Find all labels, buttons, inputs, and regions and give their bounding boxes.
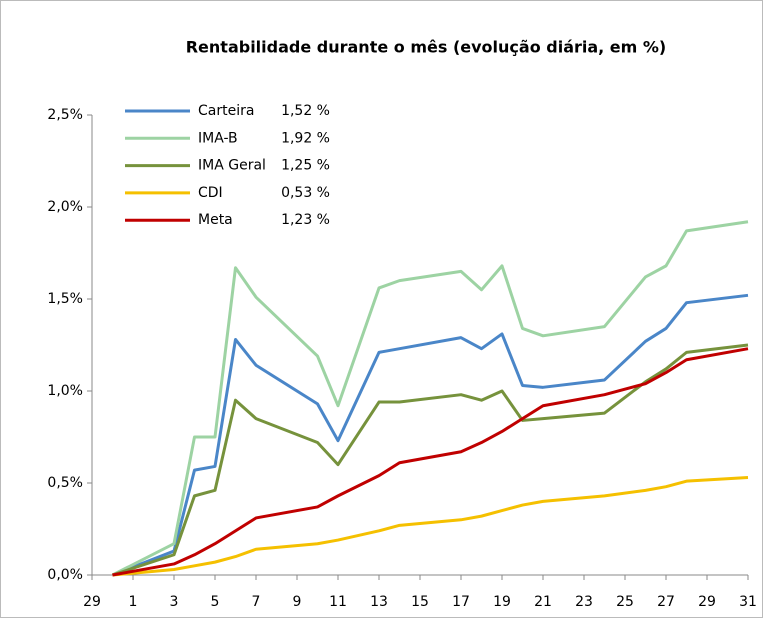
legend-value: 1,23 % — [281, 212, 330, 228]
x-tick-label: 23 — [575, 594, 593, 610]
series-line — [111, 293, 749, 577]
y-tick-label: 0,0% — [47, 567, 83, 583]
x-tick-label: 3 — [170, 594, 179, 610]
legend-value: 0,53 % — [281, 185, 330, 201]
legend-label: Carteira — [198, 103, 254, 119]
x-tick-label: 19 — [493, 594, 511, 610]
y-tick-label: 0,5% — [47, 475, 83, 491]
legend-value: 1,92 % — [281, 130, 330, 146]
legend-value: 1,25 % — [281, 158, 330, 174]
x-tick-label: 9 — [293, 594, 302, 610]
x-tick-label: 21 — [534, 594, 552, 610]
y-tick-label: 1,0% — [47, 383, 83, 399]
x-tick-label: 7 — [252, 594, 261, 610]
legend-label: CDI — [198, 185, 223, 201]
x-tick-label: 29 — [83, 594, 101, 610]
chart-title: Rentabilidade durante o mês (evolução di… — [186, 38, 667, 57]
y-tick-label: 2,5% — [47, 107, 83, 123]
x-tick-label: 27 — [657, 594, 675, 610]
legend-value: 1,52 % — [281, 103, 330, 119]
x-tick-label: 11 — [329, 594, 347, 610]
y-tick-label: 2,0% — [47, 199, 83, 215]
x-tick-label: 5 — [211, 594, 220, 610]
series-line — [112, 347, 749, 577]
x-tick-label: 13 — [370, 594, 388, 610]
x-tick-label: 25 — [616, 594, 634, 610]
x-tick-label: 1 — [129, 594, 138, 610]
y-tick-label: 1,5% — [47, 291, 83, 307]
legend-label: IMA Geral — [198, 158, 266, 174]
x-tick-label: 31 — [739, 594, 757, 610]
x-tick-label: 29 — [698, 594, 716, 610]
legend-label: Meta — [198, 212, 233, 228]
legend-label: IMA-B — [198, 130, 238, 146]
x-tick-label: 17 — [452, 594, 470, 610]
x-tick-label: 15 — [411, 594, 429, 610]
series-line — [111, 220, 749, 577]
series-line — [112, 475, 749, 577]
